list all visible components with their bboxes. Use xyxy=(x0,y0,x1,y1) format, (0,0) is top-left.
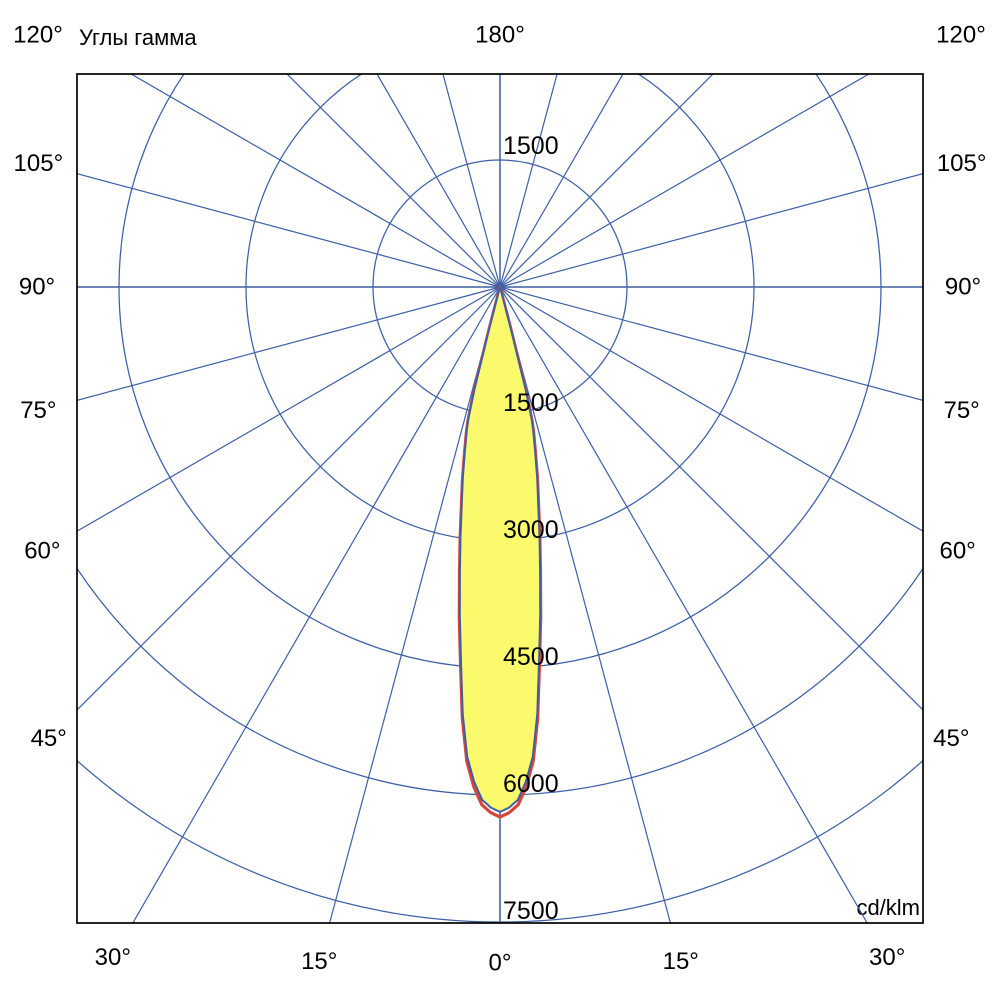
angle-label-bottom: 0° xyxy=(489,950,512,977)
plot-border xyxy=(76,73,924,924)
angle-label-left: 105° xyxy=(14,150,64,177)
gamma-ray xyxy=(499,74,558,288)
gamma-ray xyxy=(376,74,501,288)
gamma-ray xyxy=(499,286,672,923)
radial-tick-label: 7500 xyxy=(503,897,559,925)
angle-label-right: 75° xyxy=(943,397,979,424)
gamma-ray xyxy=(499,173,923,288)
angle-label-left: 45° xyxy=(31,725,67,752)
gamma-ray xyxy=(132,286,501,923)
angle-label-left: 90° xyxy=(19,274,55,301)
angle-label-top: 180° xyxy=(475,22,525,49)
gamma-ray xyxy=(499,286,923,711)
angle-label-right: 120° xyxy=(936,22,986,49)
radial-tick-label: 1500 xyxy=(503,132,559,160)
angle-label-right: 90° xyxy=(945,274,981,301)
gamma-ray xyxy=(129,74,501,288)
angle-label-bottom: 15° xyxy=(663,948,699,975)
angle-label-left: 60° xyxy=(24,538,60,565)
gamma-ray xyxy=(328,286,501,923)
gamma-ray xyxy=(77,286,501,711)
angle-label-right: 60° xyxy=(939,538,975,565)
angle-label-right: 45° xyxy=(933,725,969,752)
gamma-ray xyxy=(499,286,923,532)
angle-label-left: 75° xyxy=(20,397,56,424)
unit-label: cd/klm xyxy=(856,895,920,920)
gamma-ray xyxy=(499,74,624,288)
radial-tick-label: 6000 xyxy=(503,770,559,798)
angle-label-bottom: 30° xyxy=(95,944,131,971)
gamma-ray xyxy=(77,173,501,288)
angle-label-bottom: 30° xyxy=(869,944,905,971)
angle-label-left: 120° xyxy=(13,22,63,49)
gamma-ray xyxy=(499,286,868,923)
angle-label-right: 105° xyxy=(937,150,987,177)
radial-tick-label: 4500 xyxy=(503,643,559,671)
angle-label-bottom: 15° xyxy=(301,948,337,975)
gamma-ray xyxy=(77,286,501,532)
gamma-ray xyxy=(499,286,923,401)
gamma-ray xyxy=(77,286,501,401)
intensity-lobe-c0-c180 xyxy=(458,286,542,813)
radial-tick-label: 1500 xyxy=(503,389,559,417)
radial-tick-label: 3000 xyxy=(503,516,559,544)
gamma-ray xyxy=(499,74,714,288)
chart-title: Углы гамма xyxy=(79,25,197,50)
gamma-ray xyxy=(286,74,501,288)
gamma-ray xyxy=(499,74,871,288)
gamma-ray xyxy=(442,74,501,288)
